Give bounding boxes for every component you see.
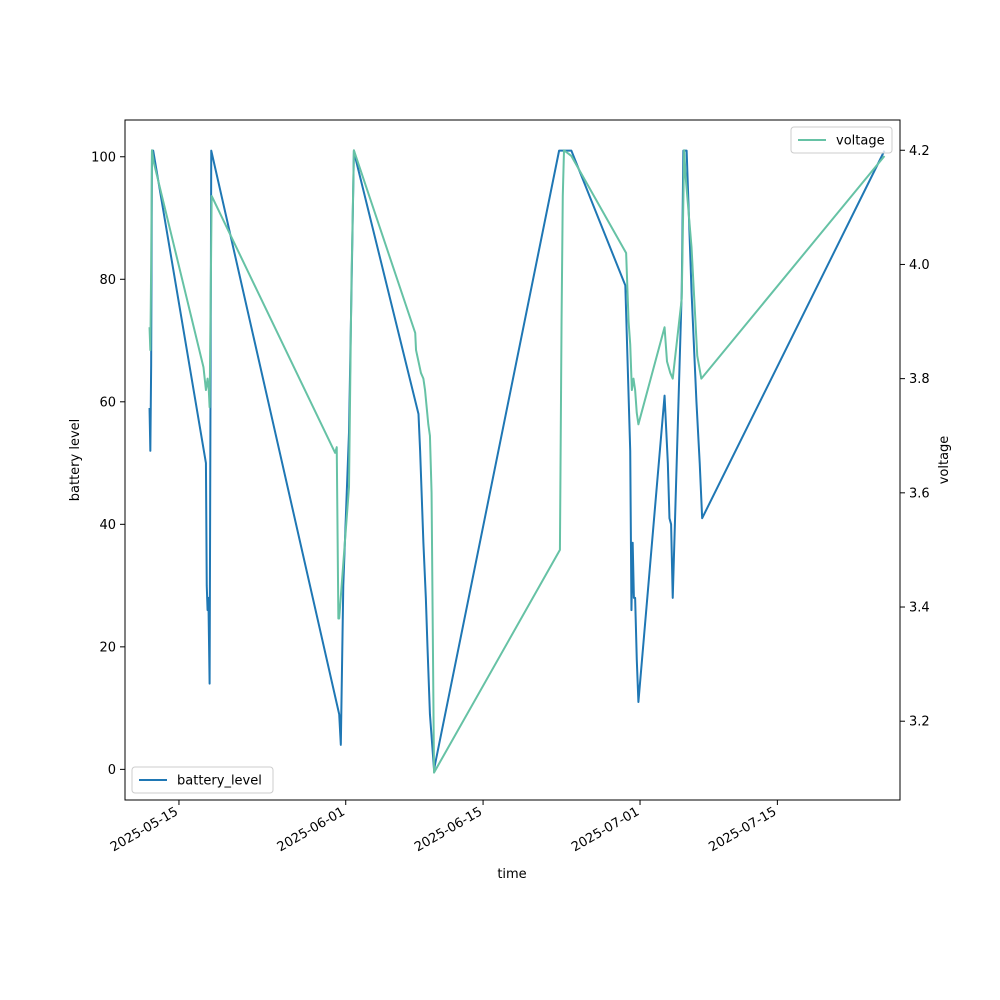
y-axis-right: 3.2 3.4 3.6 3.8 4.0 4.2 (900, 144, 930, 730)
x-tick-label: 2025-06-01 (275, 804, 348, 855)
legend-voltage-label: voltage (836, 134, 885, 149)
legend-voltage: voltage (790, 126, 893, 154)
series-layer (148, 149, 886, 774)
x-axis: 2025-05-15 2025-06-01 2025-06-15 2025-07-01… (108, 800, 779, 855)
x-tick-label: 2025-05-15 (108, 804, 181, 855)
y-tick-label: 40 (99, 518, 116, 533)
y-tick-label: 0 (108, 763, 116, 778)
plot-frame (124, 119, 901, 801)
x-axis-label: time (497, 867, 526, 882)
x-tick-label: 2025-07-15 (706, 804, 779, 855)
legend-battery-label: battery_level (177, 774, 262, 789)
y2-tick-label: 3.4 (909, 601, 930, 616)
series-line-voltage (148, 149, 886, 774)
y-tick-label: 80 (99, 273, 116, 288)
y2-tick-label: 3.8 (909, 372, 930, 387)
y2-tick-label: 4.2 (909, 144, 930, 159)
x-tick-label: 2025-07-01 (569, 804, 642, 855)
legend-battery: battery_level (131, 766, 274, 794)
y2-tick-label: 3.6 (909, 486, 930, 501)
plot-area (125, 120, 900, 800)
y-tick-label: 20 (99, 640, 116, 655)
y2-tick-label: 4.0 (909, 258, 930, 273)
y-tick-label: 100 (91, 150, 116, 165)
y-axis-left: 0 20 40 60 80 100 (91, 150, 125, 778)
y2-tick-label: 3.2 (909, 715, 930, 730)
y-tick-label: 60 (99, 395, 116, 410)
y-axis-label: battery level (68, 419, 83, 502)
y2-axis-label: voltage (937, 436, 952, 485)
series-line-battery-level (148, 149, 886, 771)
x-tick-label: 2025-06-15 (412, 804, 485, 855)
